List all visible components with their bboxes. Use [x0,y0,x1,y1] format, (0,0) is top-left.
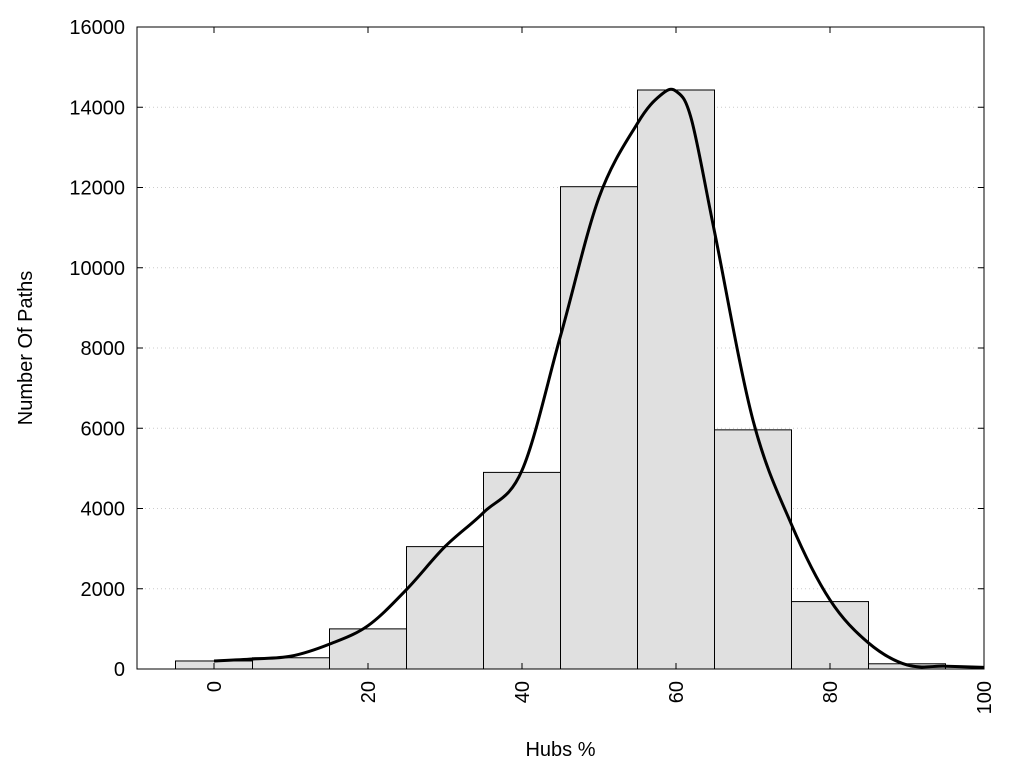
y-tick-label: 6000 [81,418,126,440]
histogram-bar [791,601,869,670]
y-tick-label: 10000 [69,258,125,280]
histogram-bar [483,471,561,670]
y-axis-title: Number Of Paths [15,271,37,426]
x-tick-label: 100 [974,681,996,714]
x-axis-title: Hubs % [525,739,595,761]
bars [175,89,946,670]
y-tick-label: 0 [114,659,125,681]
y-tick-label: 2000 [81,579,126,601]
x-tick-label: 60 [666,681,688,703]
histogram-bar [329,628,407,670]
histogram-bar [560,186,638,670]
y-tick-label: 8000 [81,338,126,360]
x-tick-label: 20 [358,681,380,703]
x-tick-label: 0 [204,681,226,692]
density-curve [213,87,985,669]
y-tick-label: 16000 [69,17,125,39]
histogram-bar [637,89,715,670]
x-tick-label: 80 [820,681,842,703]
histogram-bar [714,429,792,670]
x-axis-ticks: 0 20 40 60 80 100 [204,27,996,714]
y-axis-ticks: 0 2000 4000 6000 8000 10000 12000 14000 16000 [69,17,984,681]
x-tick-label: 40 [512,681,534,703]
y-tick-label: 12000 [69,178,125,200]
y-tick-label: 4000 [81,499,126,521]
y-tick-label: 14000 [69,97,125,119]
histogram-bar [406,546,484,670]
